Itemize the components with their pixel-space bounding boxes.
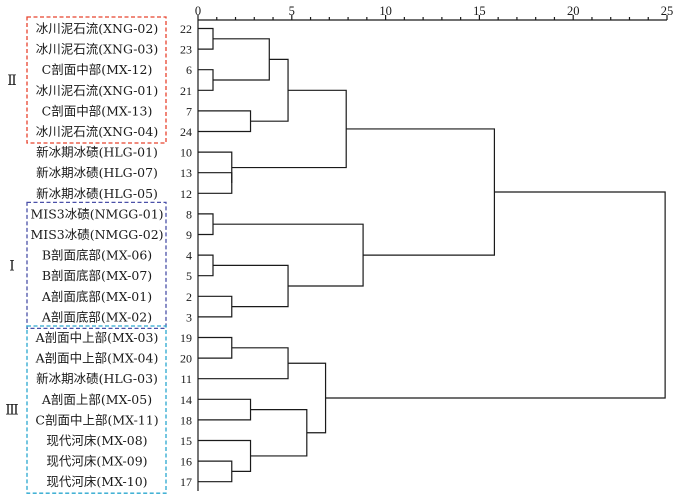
leaf-number: 3 [186, 310, 192, 324]
leaf-label: B剖面底部(MX-06) [42, 248, 152, 263]
leaf-number: 18 [180, 413, 192, 427]
x-tick-label: 20 [567, 4, 580, 18]
dendrogram-merge [250, 409, 308, 457]
dendrogram-links [198, 27, 666, 483]
x-tick-label: 10 [379, 4, 392, 18]
cluster-group-box [26, 325, 167, 494]
leaf-number: 7 [186, 104, 192, 118]
leaf-number: 10 [180, 146, 192, 160]
leaf-number: 9 [186, 228, 192, 242]
x-tick-label: 5 [289, 4, 295, 18]
leaf-number: 6 [186, 63, 192, 77]
leaf-label: C剖面中部(MX-13) [42, 103, 153, 118]
leaf-number: 2 [186, 290, 192, 304]
leaf-number: 16 [180, 455, 192, 469]
leaf-label: A剖面上部(MX-05) [41, 392, 152, 407]
group-boxes: Ⅱ Ⅰ Ⅲ [5, 16, 167, 494]
leaf-number: 24 [180, 125, 192, 139]
dendrogram-merge [213, 264, 289, 308]
cluster-group-box [26, 201, 167, 330]
dendrogram-merge [213, 38, 270, 81]
leaf-number: 12 [180, 187, 192, 201]
leaf-label: C剖面中部(MX-12) [42, 62, 153, 77]
leaf-number: 13 [180, 166, 192, 180]
leaf-number: 14 [180, 393, 192, 407]
dendrogram-merge [198, 254, 214, 277]
leaf-number: 15 [180, 434, 192, 448]
dendrogram-merge [325, 191, 666, 399]
cluster-group-box [26, 16, 167, 144]
leaf-label: 冰川泥石流(XNG-03) [36, 42, 158, 57]
leaf-label: MIS3冰碛(NMGG-01) [30, 206, 163, 221]
leaf-number: 17 [180, 475, 192, 489]
dendrogram-merge [198, 398, 252, 421]
dendrogram-merge [198, 295, 233, 318]
leaf-label: A剖面中上部(MX-03) [35, 330, 159, 345]
dendrogram-merge [198, 69, 214, 91]
leaf-label: 新冰期冰碛(HLG-01) [36, 145, 158, 160]
leaf-number: 5 [186, 269, 192, 283]
leaf-number: 11 [180, 372, 192, 386]
dendrogram-merge [198, 27, 214, 50]
leaf-label: 新冰期冰碛(HLG-03) [36, 371, 158, 386]
leaf-number: 19 [180, 331, 192, 345]
leaf-label: 新冰期冰碛(HLG-07) [36, 165, 158, 180]
leaf-number: 20 [180, 352, 192, 366]
leaf-label: 冰川泥石流(XNG-02) [36, 21, 158, 36]
leaf-number: 23 [180, 43, 192, 57]
leaf-label: MIS3冰碛(NMGG-02) [30, 227, 163, 242]
dendrogram-merge [198, 460, 233, 483]
leaf-label: 冰川泥石流(XNG-01) [36, 83, 158, 98]
dendrogram-merge [198, 151, 233, 183]
dendrogram-merge [198, 110, 252, 133]
cluster-group-label: Ⅱ [7, 74, 17, 89]
dendrogram-merge [198, 439, 252, 472]
dendrogram-merge [198, 172, 233, 194]
leaf-label: 冰川泥石流(XNG-04) [36, 124, 158, 139]
leaf-number: 4 [186, 249, 192, 263]
leaf-label: 现代河床(MX-10) [46, 474, 147, 489]
dendrogram-merge [346, 128, 496, 256]
leaf-number: 8 [186, 207, 192, 221]
dendrogram-merge [198, 347, 289, 380]
x-axis: 0 5 10 15 20 25 [195, 4, 673, 491]
cluster-group-label: Ⅰ [9, 259, 15, 274]
dendrogram-merge [198, 336, 233, 359]
x-tick-label: 0 [195, 4, 201, 18]
dendrogram-merge [231, 89, 347, 169]
leaf-label: 现代河床(MX-08) [46, 433, 147, 448]
x-tick-label: 25 [661, 4, 674, 18]
leaf-label: C剖面中上部(MX-11) [35, 412, 158, 427]
leaf-label: A剖面底部(MX-01) [41, 289, 152, 304]
leaf-label: A剖面底部(MX-02) [41, 309, 152, 324]
dendrogram-merge [198, 213, 214, 236]
leaf-number: 21 [180, 84, 192, 98]
leaf-label: 新冰期冰碛(HLG-05) [36, 186, 158, 201]
leaf-label: 现代河床(MX-09) [46, 454, 147, 469]
cluster-group-label: Ⅲ [5, 404, 19, 419]
leaf-label: A剖面中上部(MX-04) [35, 351, 159, 366]
leaf-number: 22 [180, 22, 192, 36]
leaf-label: B剖面底部(MX-07) [42, 268, 152, 283]
x-tick-label: 15 [473, 4, 486, 18]
